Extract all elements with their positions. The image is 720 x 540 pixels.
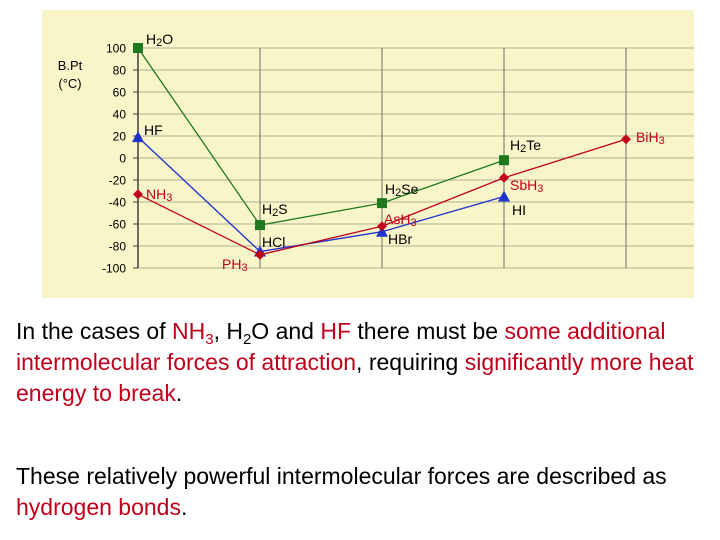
point-label: HI <box>512 202 526 218</box>
p1-text-j: . <box>175 380 183 406</box>
y-tick-label: 100 <box>106 42 126 56</box>
series-line <box>137 136 505 253</box>
point-label: H2Te <box>510 137 541 155</box>
y-tick-label: 80 <box>113 64 127 78</box>
point-marker <box>499 172 509 183</box>
p1-forces-phrase: some additional intermolecular forces of… <box>16 318 666 375</box>
point-marker <box>377 198 387 209</box>
point-label: H2O <box>146 31 173 49</box>
point-label: AsH3 <box>384 211 417 229</box>
explanation-paragraph-1: In the cases of NH3, H2O and HF there mu… <box>16 316 706 409</box>
point-marker <box>499 155 509 166</box>
boiling-point-chart: 100806040200-20-40-60-80-100B.Pt(°C)H2OH… <box>42 10 694 298</box>
y-axis-label: (°C) <box>58 76 81 91</box>
point-label: SbH3 <box>510 177 543 195</box>
series-0: H2O H2S H2Se H2Te <box>133 31 541 231</box>
plot-background <box>42 10 694 298</box>
point-marker <box>377 221 387 232</box>
y-tick-label: -100 <box>102 262 126 276</box>
point-marker <box>133 43 143 53</box>
point-marker <box>621 134 631 145</box>
point-marker <box>133 189 143 200</box>
p1-text-f: there must be <box>351 318 505 344</box>
point-label: NH3 <box>146 186 172 204</box>
p1-text-a: In the cases of <box>16 318 172 344</box>
point-label: HBr <box>388 231 412 247</box>
y-tick-label: -20 <box>109 174 127 188</box>
point-label: H2Se <box>385 181 419 199</box>
p2-hydrogen-bonds: hydrogen bonds <box>16 494 181 520</box>
y-axis-label: B.Pt <box>58 58 83 73</box>
y-tick-label: 60 <box>113 86 127 100</box>
p2-text-c: . <box>180 494 188 520</box>
p1-ammonia: NH3 <box>171 318 214 348</box>
point-marker <box>255 220 265 231</box>
p1-hf: HF <box>320 318 352 344</box>
p1-heat-phrase: significantly more heat energy to break <box>16 349 694 406</box>
point-marker <box>132 131 144 143</box>
y-tick-label: 40 <box>113 108 127 122</box>
point-label: PH3 <box>222 256 248 274</box>
p2-text-a: These relatively powerful intermolecular… <box>16 463 667 489</box>
point-label: BiH3 <box>636 129 665 147</box>
y-tick-label: 0 <box>119 152 126 166</box>
y-tick-label: -60 <box>109 218 127 232</box>
point-label: H2S <box>262 201 288 219</box>
point-marker <box>255 249 265 260</box>
y-tick-label: -40 <box>109 196 127 210</box>
point-marker <box>498 190 510 202</box>
p1-water: , H2O and <box>213 318 321 348</box>
y-tick-label: -80 <box>109 240 127 254</box>
p1-text-h: , requiring <box>356 349 465 375</box>
y-tick-label: 20 <box>113 130 127 144</box>
series-1: HF HCl HBr HI <box>132 122 526 257</box>
point-label: HF <box>144 122 163 138</box>
series-line <box>137 47 505 226</box>
point-label: HCl <box>262 234 285 250</box>
series-2: NH3 PH3 AsH3 SbH3 BiH3 <box>133 129 665 274</box>
explanation-paragraph-2: These relatively powerful intermolecular… <box>16 461 706 523</box>
